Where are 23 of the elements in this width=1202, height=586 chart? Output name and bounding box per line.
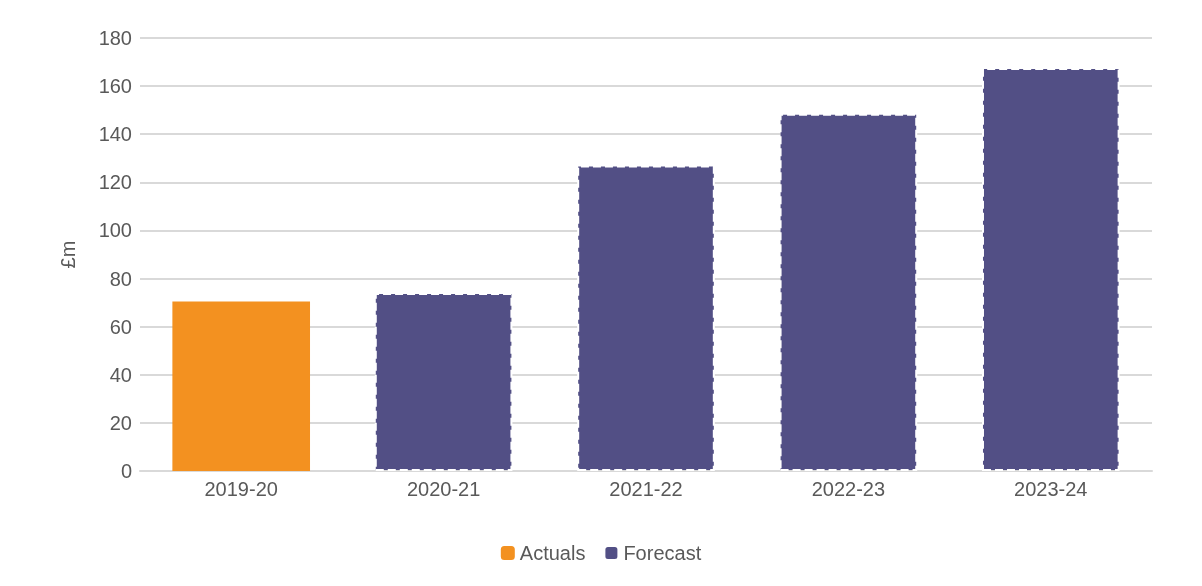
bar <box>981 68 1120 471</box>
x-tick-label: 2019-20 <box>204 478 278 500</box>
y-tick-label: 140 <box>98 123 132 146</box>
x-tick-label: 2021-22 <box>609 478 683 500</box>
y-tick-label: 40 <box>109 363 132 386</box>
y-tick-label: 180 <box>98 27 132 49</box>
bar <box>577 165 715 471</box>
x-tick-label: 2020-21 <box>406 478 481 500</box>
bar <box>374 292 513 471</box>
y-tick-label: 0 <box>120 460 132 482</box>
y-axis-title: £m <box>57 240 79 269</box>
y-tick-label: 120 <box>98 171 132 194</box>
y-tick-label: 20 <box>109 411 132 434</box>
x-tick-label: 2022-23 <box>811 478 886 500</box>
y-tick-label: 80 <box>109 267 132 290</box>
y-tick-label: 160 <box>98 75 132 98</box>
x-tick-label: 2023-24 <box>1014 478 1088 500</box>
bar <box>779 113 918 471</box>
legend-label: Forecast <box>623 542 702 564</box>
y-tick-label: 60 <box>109 315 132 338</box>
y-tick-label: 100 <box>98 219 132 242</box>
bar <box>172 301 311 471</box>
legend-label: Actuals <box>519 542 586 564</box>
